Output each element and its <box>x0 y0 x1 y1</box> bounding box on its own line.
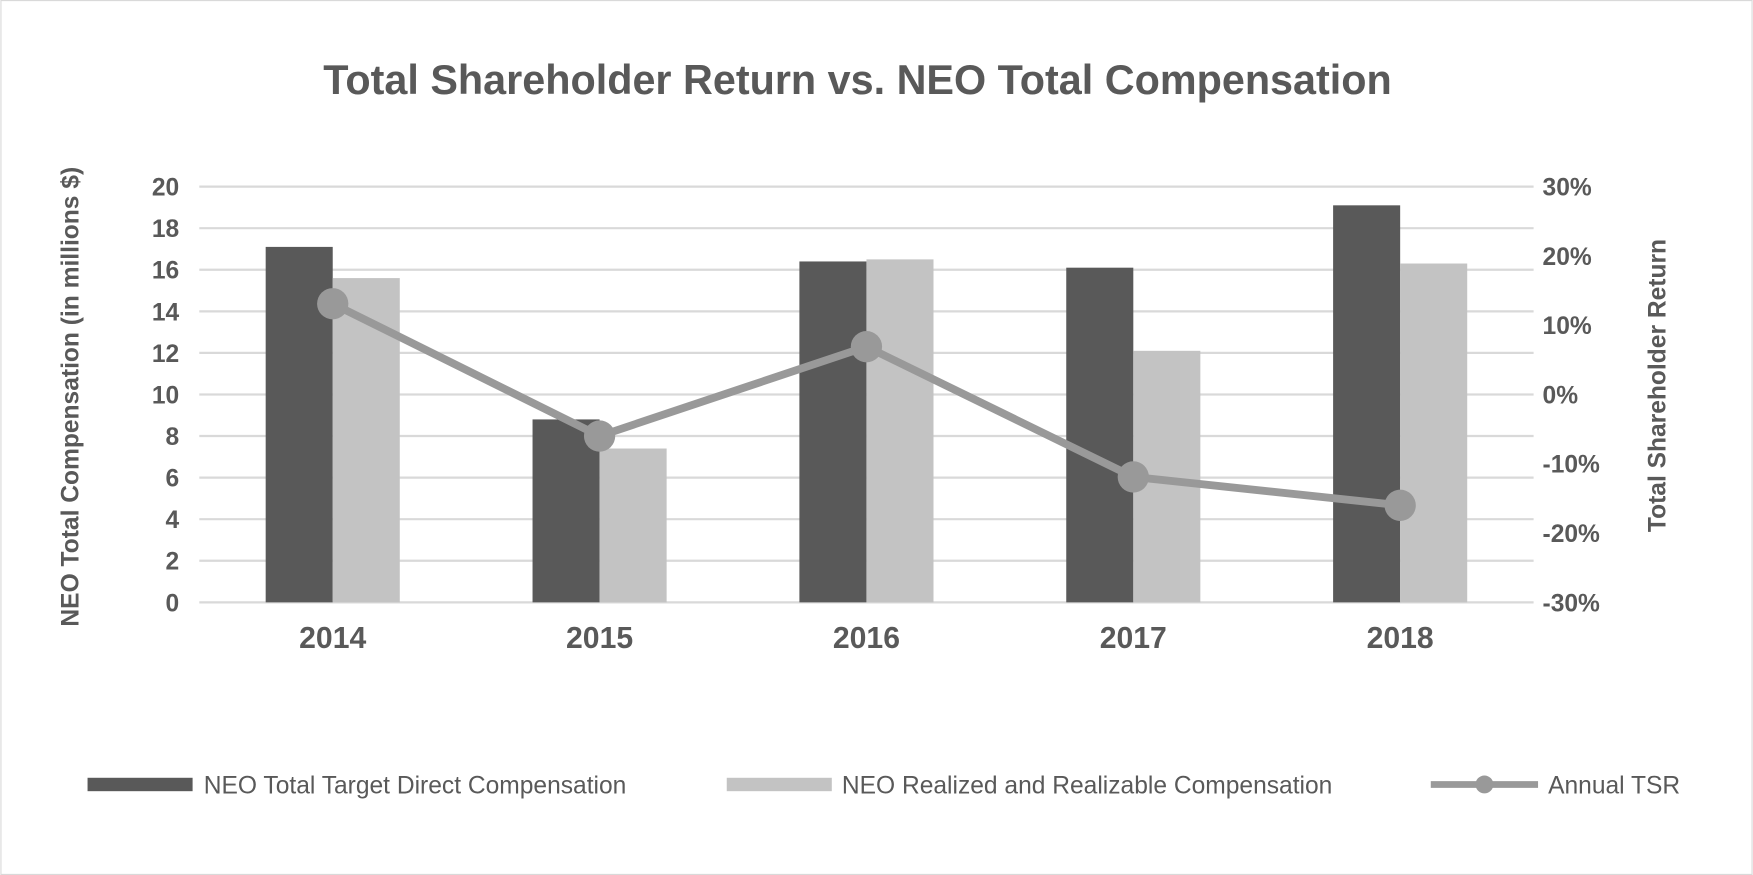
y2-tick-label: -10% <box>1543 452 1601 479</box>
y-tick-label: 2 <box>166 549 180 576</box>
tsr-line <box>317 288 1416 521</box>
x-tick-label: 2014 <box>299 622 366 655</box>
y-tick-label: 12 <box>152 341 179 368</box>
y-tick-label: 14 <box>152 299 180 326</box>
y-axis-title: NEO Total Compensation (in millions $) <box>58 167 85 627</box>
bar-realized-compensation <box>866 259 934 603</box>
tsr-point <box>850 331 883 363</box>
bar-target-compensation <box>1333 205 1401 603</box>
tick-labels: 0 2 4 6 8 10 12 14 16 18 20 -30% -20% -10% 0% 10% 20% 30%… <box>152 175 1600 656</box>
y2-tick-label: -30% <box>1543 590 1601 617</box>
y-tick-label: 16 <box>152 258 179 285</box>
bar-target-compensation <box>1066 267 1134 603</box>
legend-swatch-realized <box>726 777 832 792</box>
tsr-point <box>1384 489 1416 521</box>
legend-label-target: NEO Total Target Direct Compensation <box>204 772 627 799</box>
y2-tick-label: -20% <box>1543 521 1601 548</box>
bar-realized-compensation <box>599 448 667 603</box>
x-tick-label: 2018 <box>1367 622 1434 655</box>
x-tick-label: 2015 <box>566 622 633 655</box>
tsr-point <box>317 288 349 320</box>
tsr-point <box>583 420 616 452</box>
y2-tick-label: 20% <box>1543 244 1592 271</box>
y2-tick-label: 30% <box>1543 175 1592 202</box>
legend-label-realized: NEO Realized and Realizable Compensation <box>842 772 1332 799</box>
tsr-point <box>1117 461 1149 493</box>
legend-swatch-target <box>87 777 193 792</box>
legend-swatch-tsr-marker <box>1475 775 1494 794</box>
y-tick-label: 18 <box>152 216 179 243</box>
y2-axis-title: Total Shareholder Return <box>1644 239 1671 532</box>
bar-target-compensation <box>532 419 600 603</box>
y2-tick-label: 10% <box>1543 313 1592 340</box>
y-tick-label: 10 <box>152 382 179 409</box>
bar-target-compensation <box>799 261 867 603</box>
y-tick-label: 20 <box>152 175 179 202</box>
bar-realized-compensation <box>1400 263 1468 603</box>
legend: NEO Total Target Direct Compensation NEO… <box>87 772 1680 799</box>
x-tick-label: 2017 <box>1100 622 1167 655</box>
y2-tick-label: 0% <box>1543 382 1579 409</box>
y-tick-label: 8 <box>166 424 180 451</box>
y-tick-label: 6 <box>166 466 180 493</box>
chart-title: Total Shareholder Return vs. NEO Total C… <box>323 57 1392 103</box>
bar-realized-compensation <box>332 278 400 603</box>
x-tick-label: 2016 <box>833 622 900 655</box>
y-tick-label: 0 <box>166 590 180 617</box>
y-tick-label: 4 <box>166 507 180 534</box>
legend-label-tsr: Annual TSR <box>1548 772 1680 799</box>
